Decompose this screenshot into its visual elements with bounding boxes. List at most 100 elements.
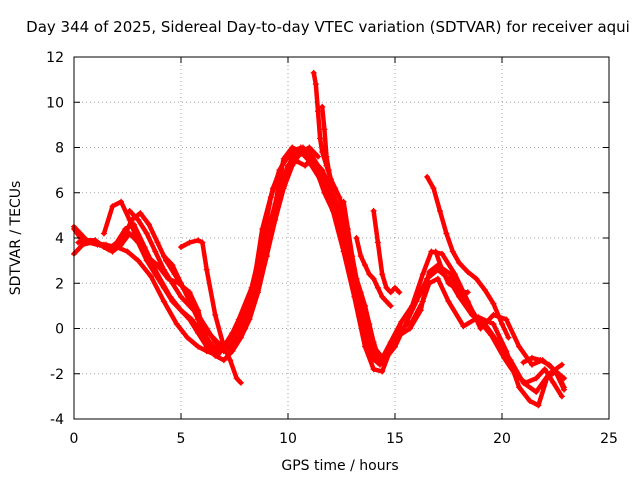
data-point-marker xyxy=(499,320,505,327)
data-point-marker xyxy=(186,316,193,323)
y-axis-label: SDTVAR / TECUs xyxy=(8,181,24,296)
data-point-marker xyxy=(366,352,373,359)
data-point-marker xyxy=(357,289,364,296)
data-point-marker xyxy=(186,298,193,305)
data-point-marker xyxy=(137,210,144,217)
data-point-marker xyxy=(494,339,501,346)
data-point-marker xyxy=(370,339,377,346)
data-point-marker xyxy=(464,298,471,305)
data-point-marker xyxy=(212,311,219,318)
data-point-marker xyxy=(143,257,150,264)
series-line-sat-i xyxy=(311,70,346,214)
data-point-marker xyxy=(212,348,219,355)
grid xyxy=(74,57,609,419)
data-point-marker xyxy=(297,149,304,156)
data-point-marker xyxy=(477,325,484,332)
data-point-marker xyxy=(383,298,390,305)
data-point-marker xyxy=(353,275,360,282)
data-point-marker xyxy=(195,330,202,337)
data-point-marker xyxy=(124,248,131,255)
data-point-marker xyxy=(370,275,377,282)
data-point-marker xyxy=(449,248,456,255)
data-point-marker xyxy=(445,298,452,305)
data-point-marker xyxy=(340,198,347,205)
data-point-marker xyxy=(541,366,548,373)
data-point-marker xyxy=(379,271,386,278)
series-line-sat-f xyxy=(127,145,321,354)
series-line-sat-n xyxy=(424,174,511,340)
data-point-marker xyxy=(312,81,319,88)
series-layer xyxy=(71,69,568,409)
data-point-marker xyxy=(280,158,287,165)
data-point-marker xyxy=(332,185,339,192)
data-point-marker xyxy=(272,216,279,223)
data-point-marker xyxy=(546,370,553,377)
series-line-sat-m xyxy=(371,208,402,295)
data-point-marker xyxy=(237,320,244,327)
data-point-marker xyxy=(154,239,161,246)
data-point-marker xyxy=(424,173,431,180)
data-point-marker xyxy=(212,339,219,346)
data-point-marker xyxy=(381,357,388,364)
data-point-marker xyxy=(362,262,369,269)
data-point-marker xyxy=(323,153,330,160)
data-point-marker xyxy=(528,354,535,361)
data-point-marker xyxy=(246,307,253,314)
data-point-marker xyxy=(229,334,236,341)
data-point-marker xyxy=(111,244,118,251)
chart-title: Day 344 of 2025, Sidereal Day-to-day VTE… xyxy=(26,18,630,36)
data-point-marker xyxy=(520,359,527,366)
data-point-marker xyxy=(199,239,206,246)
data-point-marker xyxy=(377,359,384,366)
data-point-marker xyxy=(94,241,101,248)
data-point-marker xyxy=(323,180,330,187)
data-point-marker xyxy=(302,162,309,169)
data-point-marker xyxy=(481,320,488,327)
data-point-marker xyxy=(169,280,176,287)
data-point-marker xyxy=(203,343,210,350)
y-tick-label: 0 xyxy=(55,322,64,338)
data-point-marker xyxy=(445,280,452,287)
data-point-marker xyxy=(135,239,142,246)
data-point-marker xyxy=(507,357,514,364)
data-point-marker xyxy=(306,144,313,151)
data-point-marker xyxy=(558,361,565,368)
data-point-marker xyxy=(233,375,240,382)
data-point-marker xyxy=(490,320,497,327)
data-point-marker xyxy=(109,203,116,210)
x-tick-label: 5 xyxy=(177,431,186,447)
data-point-marker xyxy=(317,135,324,142)
data-point-marker xyxy=(148,273,155,280)
data-point-marker xyxy=(100,230,107,237)
y-tick-label: 8 xyxy=(55,141,64,157)
data-point-marker xyxy=(374,284,381,291)
data-point-marker xyxy=(340,230,347,237)
data-point-marker xyxy=(203,266,210,273)
data-point-marker xyxy=(533,375,540,382)
data-point-marker xyxy=(374,239,381,246)
data-point-marker xyxy=(178,244,184,251)
data-point-marker xyxy=(554,370,561,377)
x-tick-label: 0 xyxy=(70,431,79,447)
data-point-marker xyxy=(237,330,244,337)
data-point-marker xyxy=(520,379,527,386)
y-tick-label: -2 xyxy=(50,367,64,383)
data-point-marker xyxy=(436,207,443,214)
data-point-marker xyxy=(325,167,332,174)
data-point-marker xyxy=(259,225,266,232)
data-point-marker xyxy=(419,271,426,278)
x-tick-label: 15 xyxy=(386,431,404,447)
data-point-marker xyxy=(357,253,364,260)
data-point-marker xyxy=(145,221,152,228)
data-point-marker xyxy=(289,162,296,169)
x-tick-label: 25 xyxy=(600,431,618,447)
y-tick-label: -4 xyxy=(50,412,64,428)
data-point-marker xyxy=(490,311,497,318)
series-line-sat-p xyxy=(521,355,567,390)
data-point-marker xyxy=(370,207,377,214)
data-point-marker xyxy=(178,307,184,314)
data-point-marker xyxy=(392,343,398,350)
data-point-marker xyxy=(332,203,339,210)
data-point-marker xyxy=(135,216,142,223)
